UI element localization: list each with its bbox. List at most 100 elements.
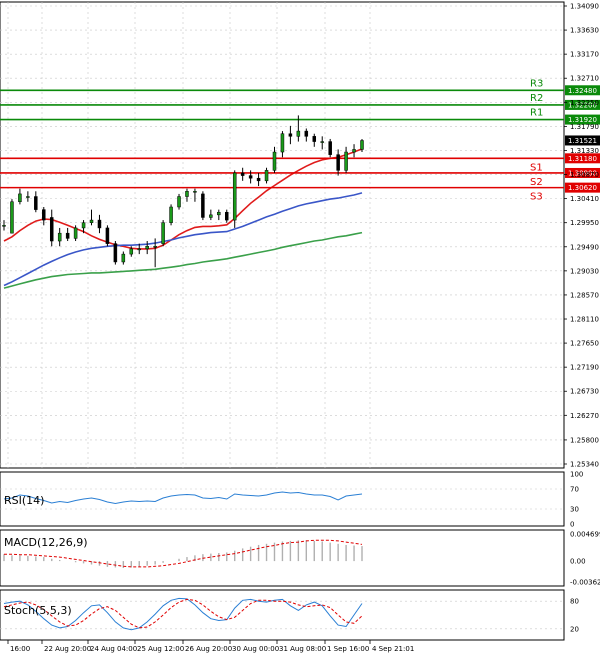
level-name-r2: R2	[530, 93, 543, 104]
candle-body	[34, 196, 38, 210]
candle-body	[312, 136, 317, 142]
macd-tick-label: 0.004699	[570, 531, 600, 539]
price-tick-label: 1.30410	[570, 195, 599, 203]
price-tick-label: 1.29950	[570, 219, 599, 227]
price-tick-label: 1.33630	[570, 27, 599, 35]
rsi-line	[3, 491, 363, 505]
candle-body	[225, 211, 229, 221]
candle-body	[209, 214, 213, 218]
time-tick-label: 4 Sep 21:01	[372, 645, 414, 653]
price-tick-label: 1.27190	[570, 364, 599, 372]
level-price-tag	[565, 99, 600, 110]
rsi-tick-label: 100	[570, 471, 583, 479]
candle-body	[264, 170, 269, 182]
candle-body	[129, 248, 134, 255]
time-tick-label: 22 Aug 20:00	[44, 645, 91, 653]
macd-tick-label: -0.003627	[570, 579, 600, 587]
time-tick-label: 25 Aug 12:00	[137, 645, 184, 653]
current-price-tag	[565, 135, 600, 146]
level-name-r1: R1	[530, 108, 543, 119]
level-price-tag	[565, 153, 600, 164]
time-tick-label: 26 Aug 20:00	[185, 645, 232, 653]
candle-body	[97, 219, 102, 229]
moving-average-2	[3, 192, 363, 287]
level-name-s3: S3	[530, 192, 543, 203]
time-tick-label: 30 Aug 00:00	[232, 645, 279, 653]
candle-body	[248, 175, 253, 179]
level-price-tag	[565, 182, 600, 193]
candle-body	[280, 133, 285, 153]
candle-body	[49, 217, 54, 242]
time-tick-label: 1 Sep 16:00	[327, 645, 369, 653]
macd-signal-line	[4, 539, 363, 568]
price-tick-label: 1.30870	[570, 171, 599, 179]
candle-body	[256, 177, 261, 182]
candle-body	[240, 172, 245, 176]
candle-body	[360, 140, 364, 150]
candle-body	[304, 130, 309, 137]
candle-body	[89, 219, 94, 223]
time-tick-label: 16:00	[10, 645, 30, 653]
candle-body	[153, 246, 157, 248]
candles	[2, 115, 364, 268]
candle-body	[145, 246, 149, 250]
candle-body	[121, 253, 126, 263]
candle-body	[201, 193, 205, 218]
candle-body	[193, 191, 197, 193]
rsi-tick-label: 70	[570, 486, 579, 494]
candle-body	[10, 201, 14, 234]
stoch-tick-label: 20	[570, 625, 579, 633]
level-price-label: 1.31920	[568, 116, 597, 124]
stoch-indicator: 80 20	[0, 597, 579, 633]
rsi-title: RSI(14)	[4, 494, 44, 507]
price-tick-label: 1.28570	[570, 291, 599, 299]
candle-body	[272, 151, 277, 171]
price-tick-label: 1.29030	[570, 267, 599, 275]
candle-body	[105, 227, 110, 244]
price-tick-label: 1.28110	[570, 316, 599, 324]
macd-indicator: 0.004699 0.00 -0.003627	[3, 531, 600, 587]
price-tick-label: 1.31330	[570, 147, 599, 155]
price-tick-label: 1.32250	[570, 99, 599, 107]
candle-body	[336, 154, 340, 171]
level-name-s1: S1	[530, 162, 543, 173]
current-price-label: 1.31521	[568, 137, 597, 145]
rsi-panel	[0, 471, 565, 527]
candle-body	[137, 248, 141, 251]
level-price-tag	[565, 85, 600, 96]
macd-tick-label: 0.00	[570, 558, 586, 566]
candle-body	[42, 209, 46, 221]
price-tick-label: 1.25800	[570, 436, 599, 444]
candle-body	[288, 133, 293, 137]
rsi-tick-label: 30	[570, 506, 579, 514]
stoch-k-line	[3, 597, 363, 631]
time-tick-label: 24 Aug 04:00	[90, 645, 137, 653]
price-tick-label: 1.32710	[570, 75, 599, 83]
pivot-levels: 1.32480 R3 1.32200 R2 1.31920 R1 1.31180 S1 1.30…	[0, 78, 600, 203]
candle-body	[344, 151, 348, 171]
price-tick-label: 1.27650	[570, 340, 599, 348]
level-name-s2: S2	[530, 177, 543, 188]
level-price-label: 1.30620	[568, 184, 597, 192]
candle-body	[320, 141, 324, 143]
level-price-label: 1.32480	[568, 87, 597, 95]
stoch-tick-label: 80	[570, 598, 579, 606]
candle-body	[352, 149, 356, 153]
moving-averages	[3, 148, 363, 289]
level-name-r3: R3	[530, 78, 543, 89]
price-tick-label: 1.25340	[570, 461, 599, 469]
price-panel	[0, 1, 565, 469]
candle-body	[26, 196, 30, 198]
price-tick-label: 1.33170	[570, 51, 599, 59]
candle-body	[232, 172, 237, 221]
candle-body	[296, 130, 301, 137]
level-price-tag	[565, 167, 600, 178]
stoch-title: Stoch(5,5,3)	[4, 604, 72, 617]
candle-body	[328, 141, 332, 155]
level-price-label: 1.32200	[568, 101, 597, 109]
candle-body	[169, 206, 173, 223]
candle-body	[185, 191, 189, 197]
level-price-label: 1.31180	[568, 155, 597, 163]
price-tick-label: 1.26270	[570, 412, 599, 420]
